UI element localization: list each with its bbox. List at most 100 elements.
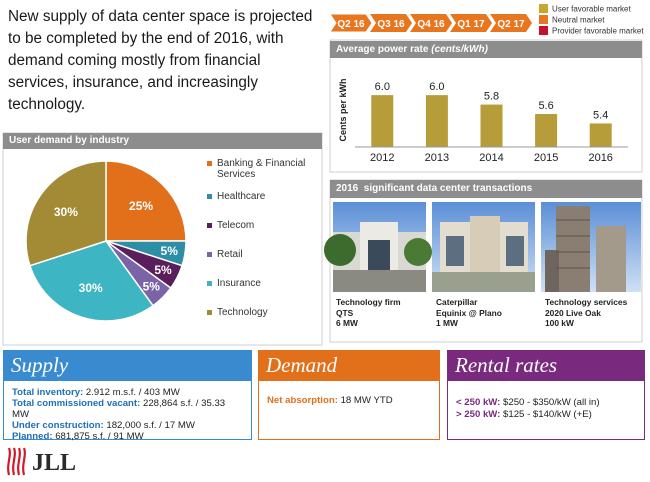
slice-label: 5%: [161, 244, 179, 258]
bar: [425, 95, 448, 147]
slice-label: 5%: [154, 263, 172, 277]
row: Total inventory: 2.912 m.s.f. / 403 MW: [12, 387, 243, 398]
row: Under construction: 182,000 s.f. / 17 MW: [12, 420, 243, 431]
legend-swatch: [207, 223, 212, 228]
legend-label: Banking & Financial Services: [217, 158, 306, 180]
row-value: $250 - $350/kW (all in): [503, 397, 600, 408]
legend-swatch: [207, 281, 212, 286]
slice-label: 30%: [79, 281, 103, 295]
row-value: 681,875 s.f. / 91 MW: [55, 431, 144, 442]
timeline-step: [410, 14, 452, 32]
photo: [324, 202, 432, 292]
caption-line: QTS: [336, 307, 354, 318]
legend-label: Healthcare: [217, 191, 266, 202]
value-label: 5.4: [593, 109, 608, 121]
panel-title: User demand by industry: [3, 133, 322, 149]
x-tick-label: 2012: [370, 152, 394, 164]
legend-label: Neutral market: [552, 16, 605, 25]
row: Total commissioned vacant: 228,864 s.f. …: [12, 398, 243, 420]
timeline-label: Q1 17: [457, 19, 485, 30]
row-value: 2.912 m.s.f. / 403 MW: [85, 387, 180, 398]
value-label: 6.0: [429, 81, 444, 93]
caption-line: Equinix @ Plano: [436, 307, 502, 318]
caption-line: 1 MW: [436, 318, 458, 328]
caption: Technology firm QTS 6 MW: [336, 297, 401, 329]
photo: [541, 202, 641, 292]
legend-swatch: [539, 15, 548, 24]
row-label: Under construction:: [12, 420, 104, 431]
timeline-label: Q4 16: [417, 19, 445, 30]
legend-label: Insurance: [217, 278, 261, 289]
legend-swatch: [207, 252, 212, 257]
caption-line: Technology firm: [336, 297, 401, 307]
x-tick-label: 2015: [534, 152, 558, 164]
row-value: 228,864 s.f. / 35.33 MW: [12, 398, 226, 420]
row: Net absorption: 18 MW YTD: [267, 395, 431, 406]
timeline-label: Q2 17: [497, 19, 525, 30]
logo-mark: [7, 447, 26, 476]
box-title: Supply: [3, 350, 252, 380]
bar: [371, 95, 394, 147]
slice-label: 30%: [54, 205, 78, 219]
caption: Caterpillar Equinix @ Plano 1 MW: [436, 297, 502, 329]
row-label: < 250 kW:: [456, 397, 501, 408]
title-unit: (cents/kWh): [431, 44, 488, 55]
row-value: 18 MW YTD: [340, 395, 393, 406]
x-tick-label: 2014: [479, 152, 503, 164]
timeline-step: [490, 14, 532, 32]
panel-title: Average power rate (cents/kWh): [330, 41, 642, 58]
row-label: Total commissioned vacant:: [12, 398, 141, 409]
legend-label: Provider favorable market: [552, 27, 644, 36]
legend-swatch: [539, 26, 548, 35]
bar: [480, 104, 503, 147]
row-value: 182,000 s.f. / 17 MW: [106, 420, 195, 431]
title-text: Average power rate: [336, 44, 429, 55]
legend-label: Telecom: [217, 220, 255, 231]
legend-label: User favorable market: [552, 5, 631, 14]
slice-label: 25%: [129, 199, 153, 213]
panel-title: 2016 significant data center transaction…: [330, 180, 642, 198]
x-tick-label: 2013: [425, 152, 449, 164]
y-axis-label: Cents per kWh: [338, 78, 348, 141]
legend-swatch: [539, 4, 548, 13]
row-label: > 250 kW:: [456, 409, 501, 420]
value-label: 5.6: [538, 100, 553, 112]
caption-line: Technology services: [545, 297, 628, 307]
row-label: Planned:: [12, 431, 53, 442]
box-title: Demand: [258, 350, 440, 380]
row: > 250 kW: $125 - $140/kW (+E): [456, 409, 636, 421]
pie-slice: [25, 160, 107, 267]
timeline-step: [370, 14, 412, 32]
timeline-label: Q2 16: [337, 19, 365, 30]
headline: New supply of data center space is proje…: [8, 8, 313, 113]
row: Planned: 681,875 s.f. / 91 MW: [12, 431, 243, 442]
timeline-step: [450, 14, 492, 32]
logo-text: JLL: [32, 450, 76, 476]
caption-line: Caterpillar: [436, 297, 478, 307]
row-value: $125 - $140/kW (+E): [503, 409, 592, 420]
timeline-step: [329, 13, 373, 33]
legend-label: Retail: [217, 249, 243, 260]
box-title: Rental rates: [447, 350, 645, 380]
demand-box: Net absorption: 18 MW YTD: [258, 380, 440, 440]
bar: [535, 114, 558, 147]
legend-label: Technology: [217, 307, 268, 318]
timeline-label: Q3 16: [377, 19, 405, 30]
caption-line: 6 MW: [336, 318, 358, 328]
caption-line: 100 kW: [545, 318, 574, 328]
row: < 250 kW: $250 - $350/kW (all in): [456, 397, 636, 409]
pie-slice: [105, 160, 187, 242]
legend-swatch: [207, 310, 212, 315]
x-tick-label: 2016: [588, 152, 612, 164]
slice-label: 5%: [143, 279, 161, 293]
row-label: Total inventory:: [12, 387, 84, 398]
caption-line: 2020 Live Oak: [545, 307, 601, 318]
supply-box: Total inventory: 2.912 m.s.f. / 403 MW To…: [3, 380, 252, 442]
bar: [589, 123, 612, 147]
pie-slice: [28, 240, 155, 322]
legend-swatch: [207, 194, 212, 199]
row-label: Net absorption:: [267, 395, 338, 406]
value-label: 5.8: [484, 91, 499, 103]
